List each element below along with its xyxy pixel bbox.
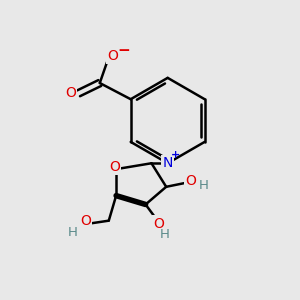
Text: O: O: [185, 174, 196, 188]
Text: H: H: [160, 228, 170, 241]
Text: H: H: [199, 179, 208, 192]
Text: O: O: [65, 86, 76, 100]
Text: O: O: [107, 49, 118, 63]
Text: O: O: [80, 214, 91, 228]
Text: O: O: [109, 160, 120, 174]
Text: H: H: [68, 226, 78, 239]
Text: N: N: [163, 156, 173, 170]
Text: −: −: [118, 43, 130, 58]
Text: O: O: [154, 217, 165, 231]
Text: +: +: [171, 150, 181, 160]
